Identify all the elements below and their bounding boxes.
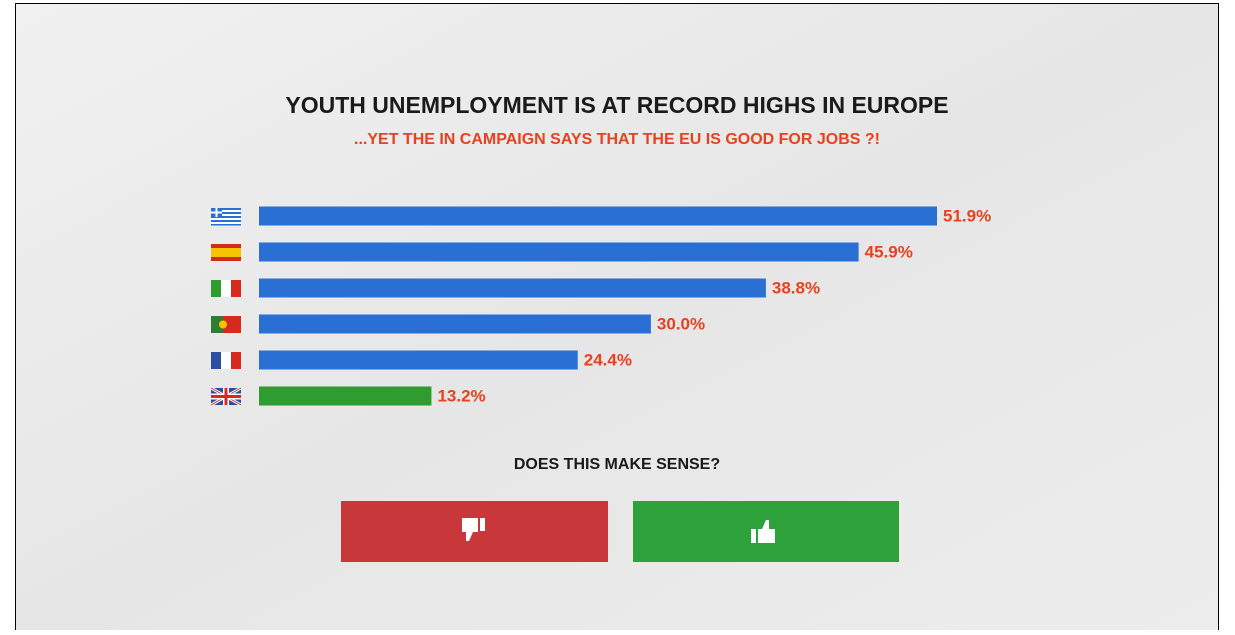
flag-portugal xyxy=(211,316,241,333)
bar xyxy=(259,314,651,334)
flag-france xyxy=(211,352,241,369)
bar xyxy=(259,386,432,406)
flag-spain xyxy=(211,244,241,261)
value-label: 13.2% xyxy=(437,386,485,405)
flag-greece xyxy=(211,208,241,226)
bar xyxy=(259,350,578,370)
bar xyxy=(259,206,937,226)
question: DOES THIS MAKE SENSE? xyxy=(514,456,720,473)
value-label: 24.4% xyxy=(584,350,632,369)
chart-subtitle: ...YET THE IN CAMPAIGN SAYS THAT THE EU … xyxy=(354,131,880,148)
chart-title: YOUTH UNEMPLOYMENT IS AT RECORD HIGHS IN… xyxy=(285,92,948,118)
dislike-button[interactable] xyxy=(341,501,608,562)
value-label: 45.9% xyxy=(865,242,913,261)
value-label: 30.0% xyxy=(657,314,705,333)
bar xyxy=(259,278,766,298)
flag-uk xyxy=(210,386,242,407)
flag-italy xyxy=(211,280,241,297)
value-label: 51.9% xyxy=(943,206,991,225)
like-button[interactable] xyxy=(633,501,899,562)
bar xyxy=(259,242,859,262)
value-label: 38.8% xyxy=(772,278,820,297)
